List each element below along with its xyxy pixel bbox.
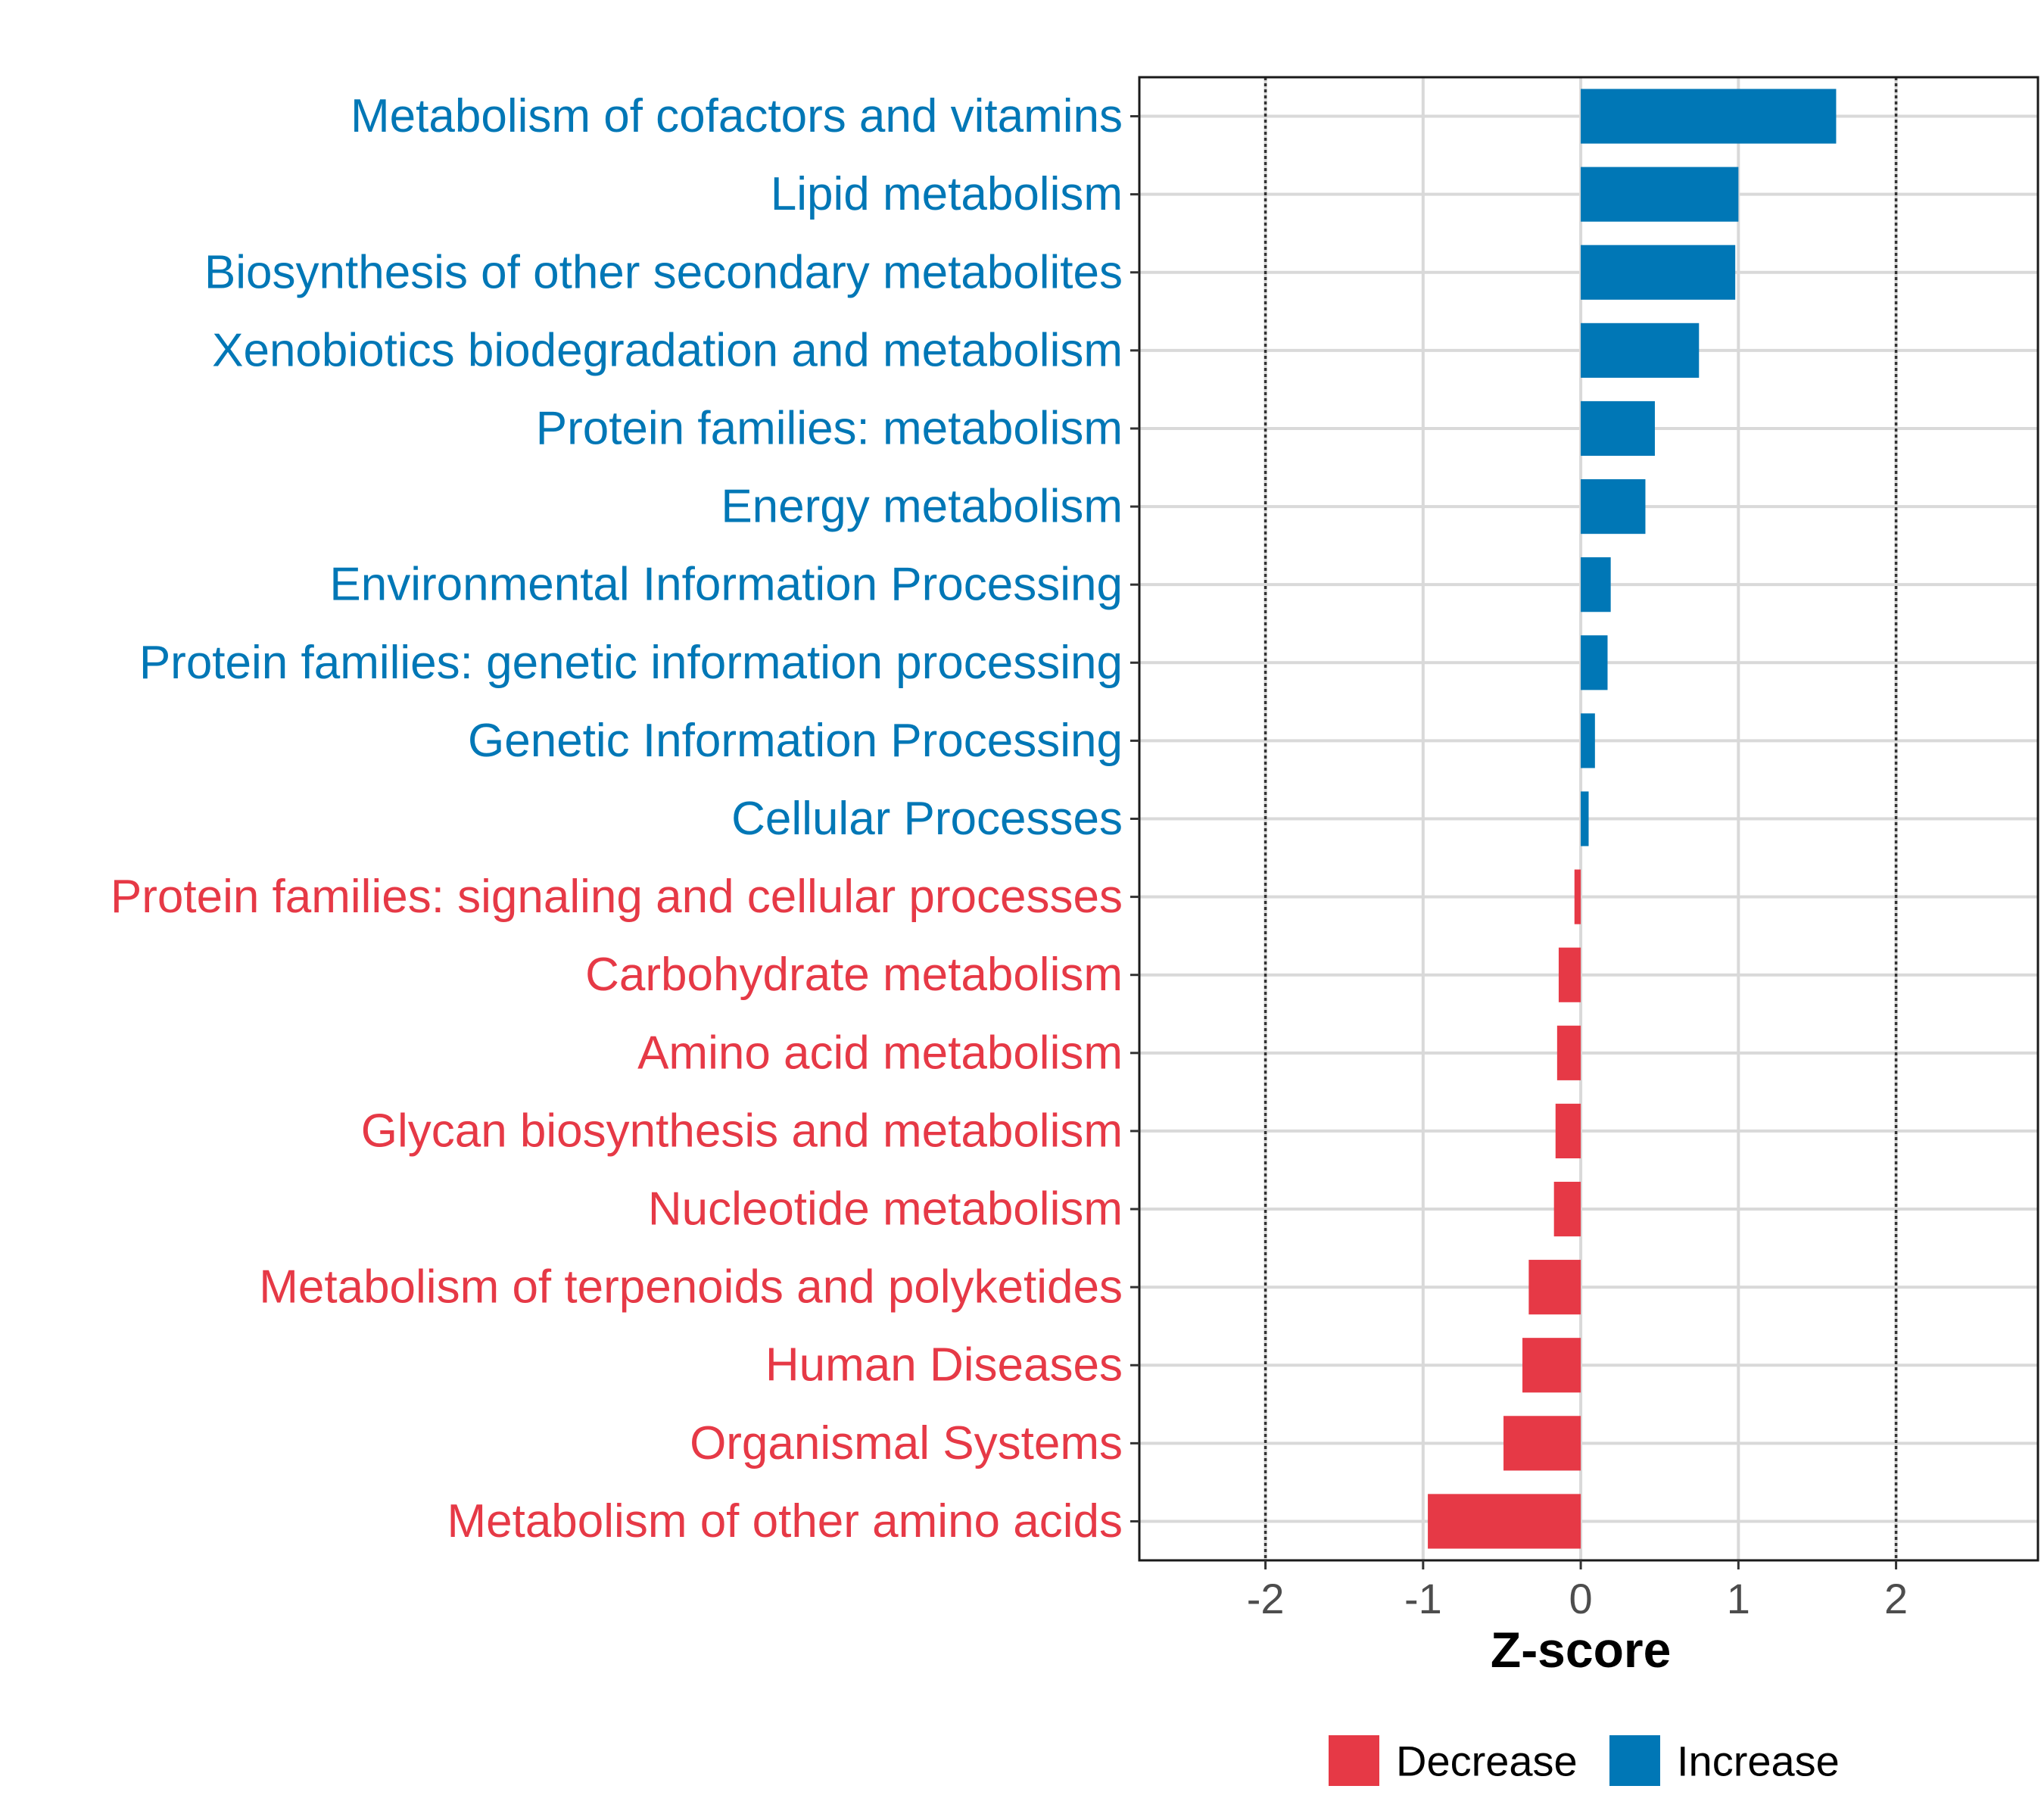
bar bbox=[1528, 1260, 1581, 1315]
bars bbox=[1428, 89, 1837, 1549]
category-label: Organismal Systems bbox=[690, 1417, 1123, 1469]
bar bbox=[1581, 713, 1595, 768]
bar bbox=[1581, 791, 1589, 846]
bar bbox=[1558, 947, 1581, 1002]
reference-lines bbox=[1263, 77, 1898, 1560]
bar bbox=[1581, 167, 1739, 222]
bar bbox=[1556, 1025, 1581, 1080]
legend-swatch-decrease bbox=[1329, 1735, 1379, 1786]
category-label: Nucleotide metabolism bbox=[648, 1183, 1123, 1236]
category-label: Human Diseases bbox=[765, 1339, 1123, 1392]
bar bbox=[1574, 869, 1581, 924]
bar bbox=[1581, 245, 1736, 300]
category-label: Amino acid metabolism bbox=[637, 1027, 1123, 1079]
bar bbox=[1555, 1103, 1581, 1159]
legend-label-decrease: Decrease bbox=[1396, 1738, 1578, 1785]
bar bbox=[1581, 89, 1837, 144]
legend-swatch-increase bbox=[1609, 1735, 1660, 1786]
category-label: Carbohydrate metabolism bbox=[585, 949, 1123, 1001]
x-tick-label: -2 bbox=[1247, 1575, 1285, 1622]
category-label: Glycan biosynthesis and metabolism bbox=[361, 1105, 1123, 1157]
x-axis: -2 -1 0 1 2 bbox=[1247, 1560, 1908, 1622]
category-label: Protein families: signaling and cellular… bbox=[111, 871, 1123, 923]
legend: Decrease Increase bbox=[1329, 1735, 1840, 1786]
bar bbox=[1553, 1181, 1581, 1237]
bar bbox=[1581, 635, 1608, 690]
category-label: Metabolism of cofactors and vitamins bbox=[351, 90, 1123, 142]
category-label: Biosynthesis of other secondary metaboli… bbox=[204, 246, 1123, 298]
x-axis-title: Z-score bbox=[1491, 1622, 1671, 1678]
category-label: Lipid metabolism bbox=[771, 168, 1123, 220]
category-label: Environmental Information Processing bbox=[329, 559, 1123, 611]
bar bbox=[1581, 557, 1611, 612]
x-tick-label: 2 bbox=[1884, 1575, 1908, 1622]
category-label: Protein families: metabolism bbox=[536, 402, 1123, 454]
y-axis: Metabolism of cofactors and vitamins Lipi… bbox=[111, 90, 1139, 1547]
category-label: Energy metabolism bbox=[721, 481, 1123, 533]
category-label: Metabolism of other amino acids bbox=[447, 1495, 1123, 1547]
category-label: Cellular Processes bbox=[731, 793, 1123, 845]
category-label: Genetic Information Processing bbox=[468, 715, 1123, 767]
bar bbox=[1503, 1416, 1581, 1471]
bar bbox=[1581, 323, 1700, 378]
category-label: Xenobiotics biodegradation and metabolis… bbox=[212, 324, 1123, 376]
bar bbox=[1581, 478, 1646, 535]
category-label: Protein families: genetic information pr… bbox=[139, 637, 1123, 689]
bar bbox=[1428, 1494, 1581, 1549]
legend-label-increase: Increase bbox=[1677, 1738, 1840, 1785]
bar bbox=[1581, 400, 1655, 457]
category-label: Metabolism of terpenoids and polyketides bbox=[259, 1261, 1123, 1314]
x-tick-label: -1 bbox=[1404, 1575, 1442, 1622]
bar bbox=[1522, 1338, 1581, 1393]
x-tick-label: 0 bbox=[1569, 1575, 1593, 1622]
x-tick-label: 1 bbox=[1727, 1575, 1750, 1622]
